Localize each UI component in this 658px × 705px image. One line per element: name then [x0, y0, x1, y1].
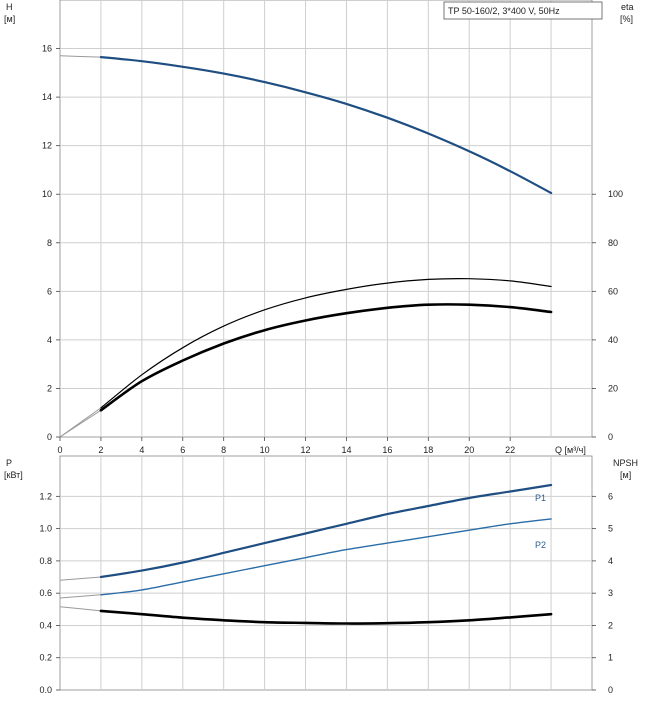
upper-y2-label: eta [621, 2, 634, 12]
npsh-axis-tick-label: 4 [608, 556, 613, 566]
eta-axis-tick-label: 0 [608, 432, 613, 442]
h-axis-tick-label: 8 [47, 238, 52, 248]
lower-y-unit: [кВт] [4, 470, 23, 480]
x-axis-tick-label: 6 [180, 445, 185, 455]
series-extrapolation-p [59, 576, 101, 581]
x-axis-tick-label: 18 [423, 445, 433, 455]
x-axis-tick-label: 4 [139, 445, 144, 455]
x-axis-tick-label: 20 [464, 445, 474, 455]
subtitle-box [443, 1, 603, 20]
p-axis-tick-label: 0.0 [39, 685, 52, 695]
npsh-axis-tick-label: 0 [608, 685, 613, 695]
series-line-p2 [100, 518, 552, 596]
x-axis-tick-label: 16 [382, 445, 392, 455]
eta-axis-tick-label: 40 [608, 335, 618, 345]
p-axis-tick-label: 0.6 [39, 588, 52, 598]
h-axis-tick-label: 2 [47, 383, 52, 393]
x-axis-tick-label: 8 [221, 445, 226, 455]
eta-axis-tick-label: 60 [608, 286, 618, 296]
lower-y-label: P [6, 458, 12, 468]
h-axis-tick-label: 14 [42, 92, 52, 102]
chart-subtitle: TP 50-160/2, 3*400 V, 50Hz [448, 6, 560, 16]
upper-series-group [59, 55, 553, 438]
series-extrapolation-h [59, 409, 102, 438]
h-axis-tick-label: 12 [42, 141, 52, 151]
upper-y2-unit: [%] [620, 14, 633, 24]
h-axis-tick-label: 16 [42, 44, 52, 54]
series-line-h [99, 303, 553, 412]
h-axis-tick-label: 4 [47, 335, 52, 345]
lower-series-group [59, 483, 553, 625]
series-line-eta [100, 278, 552, 409]
plot-frame [59, 0, 593, 438]
eta-axis-tick-label: 20 [608, 383, 618, 393]
plot-frame [59, 455, 593, 691]
eta-axis-tick-label: 100 [608, 189, 623, 199]
p-axis-tick-label: 0.4 [39, 620, 52, 630]
h-axis-tick-label: 10 [42, 189, 52, 199]
x-axis-tick-label: 22 [505, 445, 515, 455]
upper-grid [59, 0, 593, 438]
x-axis-tick-label: 10 [260, 445, 270, 455]
series-line-p1 [99, 483, 553, 579]
upper-y-unit: [м] [4, 14, 15, 24]
h-axis-tick-label: 6 [47, 286, 52, 296]
x-axis-tick-label: 2 [98, 445, 103, 455]
x-axis-tick-label: 12 [301, 445, 311, 455]
series-label-p2: P2 [535, 540, 546, 550]
lower-y2-unit: [м] [620, 470, 631, 480]
x-axis-tick-label: 0 [57, 445, 62, 455]
npsh-axis-tick-label: 2 [608, 620, 613, 630]
p-axis-tick-label: 1.0 [39, 524, 52, 534]
series-line-npsh [99, 609, 553, 625]
lower-y2-label: NPSH [613, 458, 638, 468]
x-axis-label: Q [м³/ч] [555, 445, 586, 455]
h-axis-tick-label: 0 [47, 432, 52, 442]
x-axis-tick-label: 14 [341, 445, 351, 455]
series-extrapolation-p [59, 594, 101, 599]
upper-y-label: H [6, 2, 13, 12]
npsh-axis-tick-label: 6 [608, 491, 613, 501]
npsh-axis-tick-label: 1 [608, 653, 613, 663]
npsh-axis-tick-label: 5 [608, 524, 613, 534]
p-axis-tick-label: 0.8 [39, 556, 52, 566]
npsh-axis-tick-label: 3 [608, 588, 613, 598]
p-axis-tick-label: 0.2 [39, 653, 52, 663]
series-extrapolation-npsh [59, 606, 101, 612]
series-extrapolation-h [59, 55, 101, 58]
lower-grid [59, 455, 593, 691]
eta-axis-tick-label: 80 [608, 238, 618, 248]
series-label-p1: P1 [535, 493, 546, 503]
p-axis-tick-label: 1.2 [39, 491, 52, 501]
series-line-h [99, 56, 553, 195]
